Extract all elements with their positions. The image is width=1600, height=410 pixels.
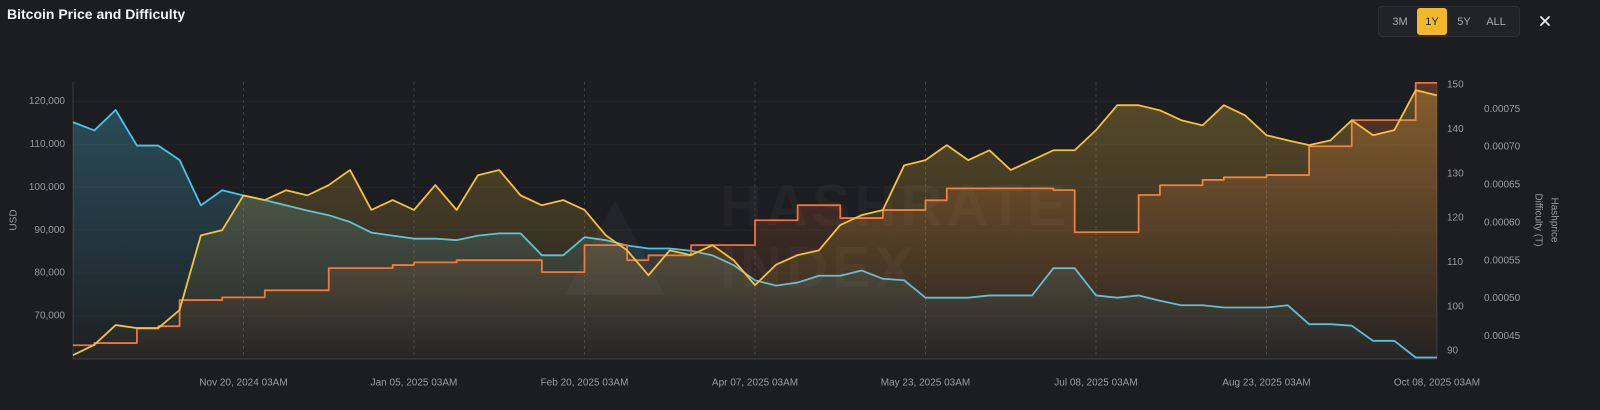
y3-tick-label: 0.00050 xyxy=(1484,293,1521,304)
x-tick-label: Apr 07, 2025 03AM xyxy=(712,378,798,389)
x-tick-label: May 23, 2025 03AM xyxy=(881,378,971,389)
y-tick-label: 110,000 xyxy=(30,139,66,150)
y2-tick-label: 140 xyxy=(1447,124,1464,135)
y2-tick-label: 90 xyxy=(1447,346,1459,357)
x-tick-label: Aug 23, 2025 03AM xyxy=(1222,378,1310,389)
x-tick-label: Oct 08, 2025 03AM xyxy=(1394,378,1480,389)
y2-tick-label: 120 xyxy=(1447,213,1464,224)
y-tick-label: 80,000 xyxy=(34,268,65,279)
series-area xyxy=(73,90,1437,359)
range-button[interactable]: ALL xyxy=(1486,15,1506,28)
x-tick-label: Nov 20, 2024 03AM xyxy=(199,378,287,389)
y2-tick-label: 150 xyxy=(1447,80,1464,91)
y3-tick-label: 0.00060 xyxy=(1484,217,1521,228)
y-tick-label: 120,000 xyxy=(29,96,66,107)
y-tick-label: 100,000 xyxy=(29,182,66,193)
range-button[interactable]: 5Y xyxy=(1457,15,1471,28)
x-tick-label: Feb 20, 2025 03AM xyxy=(541,378,629,389)
y3-tick-label: 0.00075 xyxy=(1484,104,1521,115)
range-button[interactable]: 3M xyxy=(1392,15,1408,28)
y3-tick-label: 0.00045 xyxy=(1484,331,1521,342)
page-title: Bitcoin Price and Difficulty xyxy=(7,6,186,22)
range-selector: 3M 1Y 5Y ALL xyxy=(1378,6,1520,37)
range-button[interactable]: 1Y xyxy=(1417,8,1447,35)
series-line xyxy=(72,89,1438,356)
y2-axis-title: Difficulty (T) xyxy=(1532,193,1543,246)
y3-tick-label: 0.00065 xyxy=(1484,180,1521,191)
x-tick-label: Jul 08, 2025 03AM xyxy=(1054,378,1137,389)
y3-tick-label: 0.00070 xyxy=(1484,142,1521,153)
y-tick-label: 90,000 xyxy=(34,225,65,236)
y2-tick-label: 100 xyxy=(1447,301,1464,312)
y-tick-label: 70,000 xyxy=(34,311,65,322)
y3-tick-label: 0.00055 xyxy=(1484,255,1521,266)
y2-tick-label: 130 xyxy=(1447,168,1464,179)
y3-axis-title: Hashprice xyxy=(1548,197,1559,242)
x-tick-label: Jan 05, 2025 03AM xyxy=(371,378,458,389)
y-axis-title: USD xyxy=(9,209,20,230)
close-button[interactable] xyxy=(1536,12,1554,30)
y2-tick-label: 110 xyxy=(1447,257,1463,268)
